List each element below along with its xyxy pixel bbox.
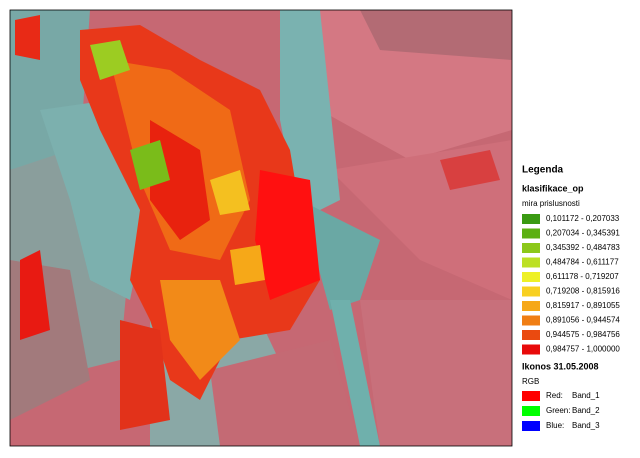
band-swatch [522,391,540,401]
class-swatch [522,228,540,239]
class-swatch [522,301,540,311]
field-name: mira prislusnosti [522,199,580,208]
class-label: 0,984757 - 1,000000 [546,345,620,354]
band-swatch [522,421,540,431]
class-label: 0,944575 - 0,984756 [546,330,620,339]
class-label: 0,611178 - 0,719207 [546,272,619,281]
band-name: Band_1 [572,391,600,400]
class-swatch [522,315,540,326]
class-swatch [522,214,540,224]
composite-name: RGB [522,377,539,386]
class-swatch [522,243,540,253]
class-label: 0,207034 - 0,345391 [546,229,620,238]
class-swatch [522,344,540,355]
legend-title: Legenda [522,165,564,176]
class-label: 0,891056 - 0,944574 [546,316,620,325]
class-label: 0,484784 - 0,611177 [546,258,619,267]
class-swatch [522,286,540,297]
class-label: 0,101172 - 0,207033 [546,214,620,223]
image-name: Ikonos 31.05.2008 [522,361,599,371]
band-swatch [522,406,540,416]
band-channel: Green: [546,406,570,415]
class-swatch [522,257,540,268]
band-name: Band_3 [572,421,600,430]
layer-name: klasifikace_op [522,183,584,193]
legend: Legenda klasifikace_op mira prislusnosti… [522,165,620,431]
band-channel: Blue: [546,421,564,430]
class-swatch [522,330,540,340]
band-name: Band_2 [572,406,600,415]
class-swatch [522,272,540,282]
class-label: 0,345392 - 0,484783 [546,243,620,252]
map-frame [9,9,513,447]
class-label: 0,815917 - 0,891055 [546,301,620,310]
band-channel: Red: [546,391,563,400]
map [10,10,512,446]
class-label: 0,719208 - 0,815916 [546,287,620,296]
